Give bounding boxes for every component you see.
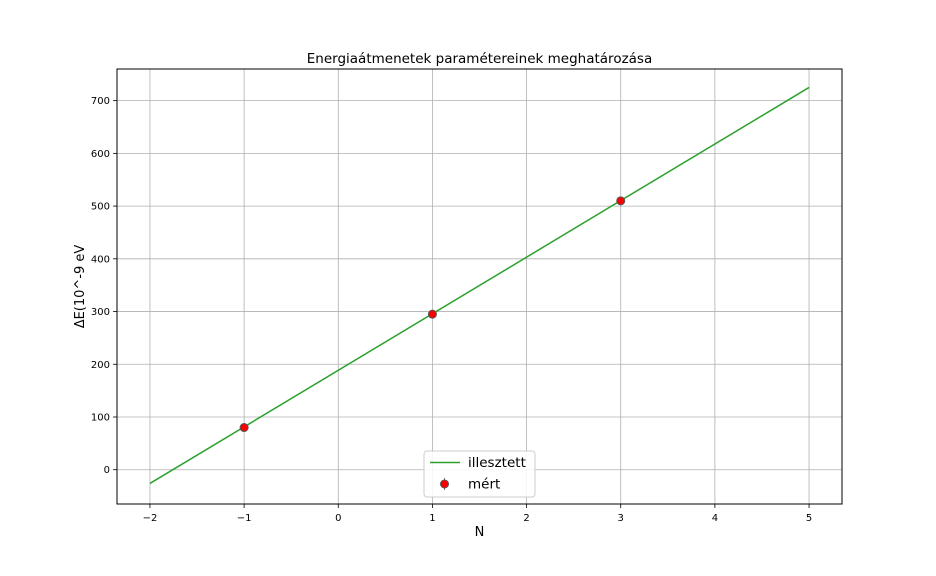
x-tick-label: 4 (712, 513, 718, 524)
y-tick-label: 0 (104, 465, 110, 476)
measured-point (239, 423, 249, 433)
y-tick-label: 400 (91, 254, 110, 265)
x-tick-label: −2 (143, 513, 158, 524)
y-tick-label: 600 (91, 149, 110, 160)
y-tick-label: 700 (91, 96, 110, 107)
y-tick-label: 100 (91, 413, 110, 424)
legend: illesztett mért (423, 450, 536, 498)
y-tick-label: 500 (91, 202, 110, 213)
legend-marker-swatch (440, 479, 449, 489)
x-tick-label: 5 (806, 513, 812, 524)
y-tick-label: 200 (91, 360, 110, 371)
x-axis-ticks: −2 −1 0 1 2 3 4 5 (143, 504, 812, 524)
y-axis-ticks: 0 100 200 300 400 500 600 700 (91, 96, 117, 476)
fit-line (149, 86, 810, 485)
x-tick-label: 3 (618, 513, 624, 524)
measured-point (616, 196, 626, 206)
chart-title: Energiaátmenetek paramétereinek meghatár… (307, 51, 653, 67)
plot-frame (116, 68, 843, 505)
x-tick-label: 1 (429, 513, 435, 524)
legend-label-fit: illesztett (468, 455, 526, 471)
x-tick-label: 2 (523, 513, 529, 524)
y-tick-label: 300 (91, 307, 110, 318)
y-axis-label: ΔE(10^-9 eV (73, 245, 88, 329)
x-axis-label: N (475, 525, 485, 540)
measured-point (427, 309, 437, 319)
x-tick-label: −1 (237, 513, 252, 524)
legend-label-measured: mért (468, 477, 500, 493)
grid (117, 69, 842, 504)
series-layer (149, 86, 810, 485)
x-tick-label: 0 (335, 513, 341, 524)
